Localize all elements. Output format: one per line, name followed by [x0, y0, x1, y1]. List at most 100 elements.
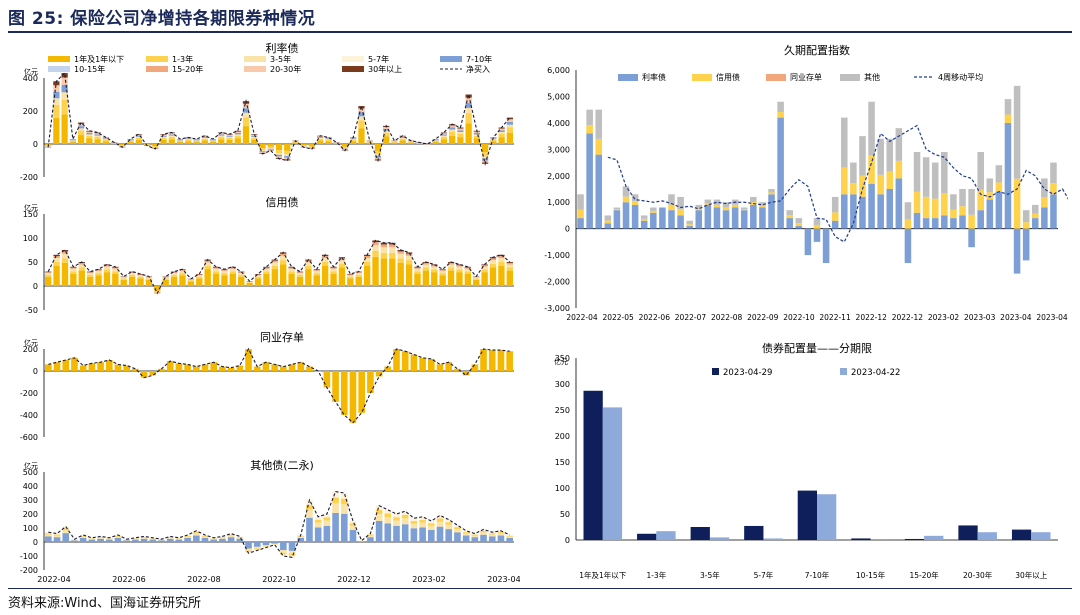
bar-segment-credit — [886, 171, 894, 189]
bar-segment-credit — [877, 174, 884, 195]
bar-segment-other — [941, 151, 948, 194]
bar-segment — [53, 258, 60, 262]
bar-segment — [127, 140, 134, 141]
bar-segment — [154, 290, 161, 292]
bar-segment — [140, 536, 148, 538]
bar-segment — [391, 141, 398, 143]
bar-segment — [77, 135, 85, 144]
bar-segment — [321, 258, 329, 262]
bar-segment — [120, 279, 127, 286]
bar-segment — [366, 142, 373, 144]
bar-segment — [498, 133, 505, 138]
bar-segment — [280, 366, 287, 371]
bar-segment-credit — [731, 204, 739, 208]
bar-segment — [246, 282, 253, 283]
bar-segment-other — [722, 202, 730, 208]
bar-segment — [149, 539, 157, 542]
bar-segment — [184, 537, 191, 542]
y-tick-label: -2,000 — [544, 278, 570, 287]
bar-segment — [313, 275, 320, 286]
bar — [1011, 529, 1032, 540]
bar-segment — [158, 540, 165, 542]
bar-segment — [399, 136, 406, 138]
bar-segment — [330, 271, 337, 274]
bar-segment — [236, 537, 244, 539]
bar-segment — [69, 140, 76, 142]
bar-segment-credit — [904, 219, 912, 229]
bar-segment — [439, 273, 446, 276]
bar-segment — [292, 142, 299, 144]
bar-segment — [253, 542, 261, 547]
bar-segment — [389, 252, 396, 259]
bar-segment — [389, 258, 396, 286]
bar-segment — [86, 133, 93, 135]
bar-segment-rate — [759, 207, 766, 229]
bar-segment — [143, 144, 151, 145]
bar-segment — [506, 262, 513, 265]
bar — [870, 538, 890, 540]
y-tick-label: 0 — [565, 536, 570, 545]
bar-segment — [341, 144, 349, 147]
bar-segment — [62, 533, 70, 542]
bar-segment — [323, 525, 331, 542]
bar-segment-rate — [795, 226, 803, 229]
legend-swatch — [840, 74, 860, 81]
bar-segment — [70, 267, 77, 269]
bar-segment — [193, 141, 200, 144]
bar-segment — [193, 139, 200, 141]
bar-segment — [419, 527, 426, 542]
bar-segment — [439, 269, 446, 270]
bar-segment — [465, 97, 472, 103]
bar-segment — [325, 141, 332, 144]
bar-segment — [372, 245, 379, 251]
bar-segment — [506, 267, 513, 271]
bar-segment — [325, 137, 332, 139]
bar-segment — [333, 143, 340, 144]
y-tick-label: -200 — [20, 566, 38, 575]
bar-segment — [160, 134, 167, 136]
bar-segment — [506, 119, 514, 122]
bar-segment — [45, 533, 52, 535]
bar-segment — [306, 517, 313, 542]
bar-segment — [419, 357, 426, 371]
y-tick-label: 50 — [560, 510, 570, 519]
bar-segment — [166, 537, 174, 538]
bar-segment — [162, 277, 169, 279]
bar-segment-other — [850, 162, 857, 184]
bar-segment — [95, 270, 102, 274]
bar-segment-other — [631, 194, 639, 202]
bar-segment — [176, 139, 184, 141]
bar-segment — [314, 519, 322, 523]
bar-segment-rate — [731, 207, 739, 229]
bar-segment — [145, 277, 153, 279]
bar-segment — [280, 253, 287, 256]
legend-swatch — [692, 74, 712, 81]
bar-segment — [185, 141, 192, 144]
bar-segment — [176, 139, 184, 140]
unit-label: 亿元 — [24, 203, 38, 212]
bar-segment-credit — [841, 167, 848, 195]
bar-segment — [454, 532, 461, 542]
bar-segment — [349, 529, 357, 542]
bar-segment-credit — [795, 223, 803, 227]
bar-segment — [391, 142, 398, 144]
bar-segment — [473, 135, 481, 139]
bar-segment — [489, 267, 497, 286]
bar-segment — [490, 141, 497, 144]
bar-segment — [305, 269, 312, 286]
bar-segment — [355, 274, 362, 277]
bar-segment-rate — [622, 202, 630, 229]
x-tick-label: 2022-08 — [187, 575, 220, 584]
bar-segment — [454, 527, 461, 530]
bar-segment — [187, 280, 195, 282]
bar-segment — [137, 276, 144, 279]
bar-segment-other — [695, 204, 703, 209]
bar-segment — [226, 136, 233, 138]
y-tick-label: 0 — [565, 225, 570, 234]
bar-segment — [497, 350, 505, 371]
y-tick-label: 0 — [33, 367, 38, 376]
bar-segment — [102, 139, 109, 140]
bar-segment-credit — [668, 204, 675, 211]
bar-segment — [284, 144, 291, 151]
bar-segment — [297, 537, 305, 542]
